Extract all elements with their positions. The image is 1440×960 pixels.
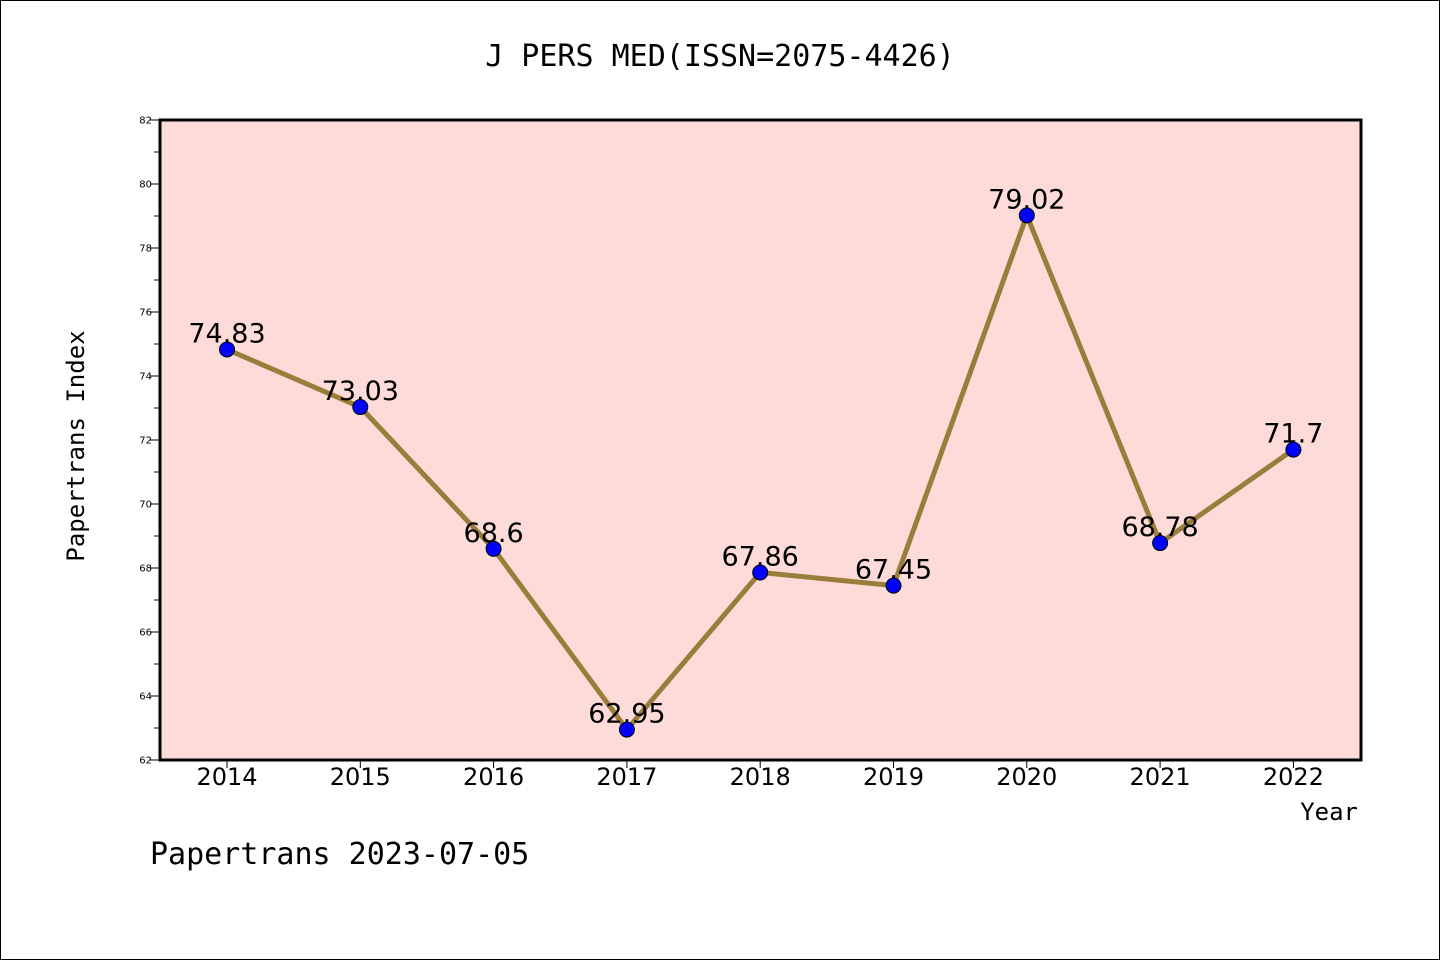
data-point: [752, 564, 769, 581]
y-tick-label: 70: [139, 500, 152, 511]
x-tick-label: 2022: [1263, 763, 1324, 791]
data-point: [1285, 441, 1302, 458]
data-point: [1018, 207, 1035, 224]
data-label: 68.78: [1121, 512, 1198, 543]
data-label: 62.95: [588, 699, 665, 730]
data-point: [485, 540, 502, 557]
y-tick-label: 62: [139, 756, 152, 767]
data-label: 73.03: [322, 376, 399, 407]
data-label: 68.6: [464, 518, 524, 549]
data-labels: 74.83 73.03 68.6 62.95 67.86 67.45 79.02 68.78 7…: [188, 184, 1323, 729]
y-tick-label: 76: [139, 308, 152, 319]
plot-border: [158, 118, 1363, 762]
chart-title: J PERS MED(ISSN=2075-4426): [485, 39, 955, 74]
plot-area: [160, 120, 1361, 760]
x-tick-label: 2017: [596, 763, 657, 791]
y-tick-label: 68: [139, 564, 152, 575]
x-tick-label: 2020: [996, 763, 1057, 791]
data-markers: [219, 207, 1302, 738]
data-point: [885, 577, 902, 594]
x-tick-label: 2014: [196, 763, 257, 791]
x-tick-label: 2019: [863, 763, 924, 791]
y-tick-label: 72: [139, 436, 152, 447]
data-point: [219, 341, 235, 358]
x-tick-label: 2015: [330, 763, 391, 791]
y-tick-label: 66: [139, 628, 152, 639]
data-point: [618, 721, 635, 738]
x-tick-label: 2021: [1130, 763, 1191, 791]
y-axis-ticks: 62 64 66 68 70 72 74 76 78 80 82: [139, 116, 160, 767]
data-label: 71.7: [1263, 419, 1323, 450]
x-tick-label: 2016: [463, 763, 524, 791]
y-tick-label: 82: [139, 116, 152, 127]
data-label: 79.02: [988, 184, 1065, 215]
x-axis-label: Year: [1300, 798, 1358, 826]
y-tick-label: 74: [139, 372, 152, 383]
x-axis-ticks: 2014 2015 2016 2017 2018 2019 2020 2021 2022: [196, 760, 1324, 791]
y-tick-label: 80: [139, 180, 152, 191]
data-point: [352, 399, 369, 416]
data-point: [1152, 535, 1169, 552]
y-tick-label: 64: [139, 692, 152, 703]
x-tick-label: 2018: [730, 763, 791, 791]
data-label: 74.83: [188, 318, 265, 349]
y-axis-label: Papertrans Index: [62, 330, 90, 561]
footer-note: Papertrans 2023-07-05: [150, 837, 529, 872]
data-label: 67.86: [722, 541, 799, 572]
data-label: 67.45: [855, 555, 932, 586]
y-tick-label: 78: [139, 244, 152, 255]
